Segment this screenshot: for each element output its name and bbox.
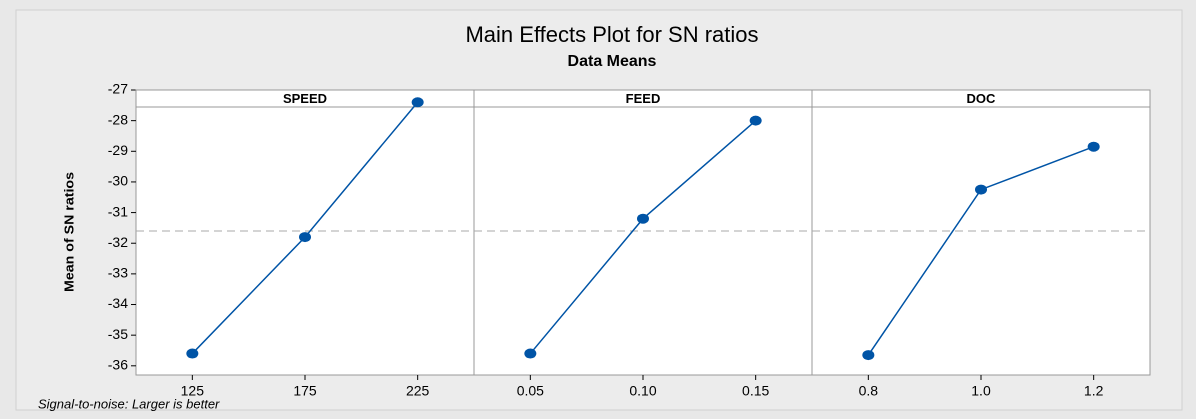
y-tick-label: -28 bbox=[108, 111, 128, 127]
x-tick-label: 0.8 bbox=[859, 383, 879, 399]
point bbox=[186, 348, 199, 359]
footnote: Signal-to-noise: Larger is better bbox=[38, 396, 220, 411]
point bbox=[637, 213, 649, 224]
point bbox=[749, 115, 762, 126]
point bbox=[411, 97, 424, 108]
panel-title: FEED bbox=[626, 91, 661, 106]
panel bbox=[473, 106, 813, 376]
y-tick-label: -29 bbox=[108, 142, 128, 158]
y-tick-label: -27 bbox=[108, 81, 128, 97]
x-tick-label: 1.2 bbox=[1084, 383, 1104, 399]
x-tick-label: 0.05 bbox=[517, 383, 544, 399]
y-tick-label: -31 bbox=[108, 203, 128, 219]
x-tick-label: 0.10 bbox=[629, 383, 656, 399]
y-tick-label: -32 bbox=[108, 234, 128, 250]
y-axis-label: Mean of SN ratios bbox=[61, 172, 76, 292]
x-tick-label: 225 bbox=[406, 383, 430, 399]
chart-subtitle: Data Means bbox=[568, 53, 657, 70]
y-tick-label: -30 bbox=[108, 173, 128, 189]
y-tick-label: -34 bbox=[108, 295, 128, 311]
y-tick-label: -35 bbox=[108, 326, 128, 342]
point bbox=[862, 350, 875, 361]
x-tick-label: 1.0 bbox=[971, 383, 991, 399]
point bbox=[299, 232, 311, 243]
panel-title: DOC bbox=[967, 91, 997, 106]
panel-title: SPEED bbox=[283, 91, 327, 106]
x-tick-label: 0.15 bbox=[742, 383, 769, 399]
x-tick-label: 175 bbox=[293, 383, 317, 399]
point bbox=[975, 184, 987, 195]
strip bbox=[811, 89, 1151, 108]
x-tick-label: 125 bbox=[181, 383, 205, 399]
chart-title: Main Effects Plot for SN ratios bbox=[465, 22, 758, 47]
y-tick-label: -36 bbox=[108, 357, 128, 373]
point bbox=[524, 348, 537, 359]
y-tick-label: -33 bbox=[108, 265, 128, 281]
point bbox=[1087, 141, 1100, 152]
